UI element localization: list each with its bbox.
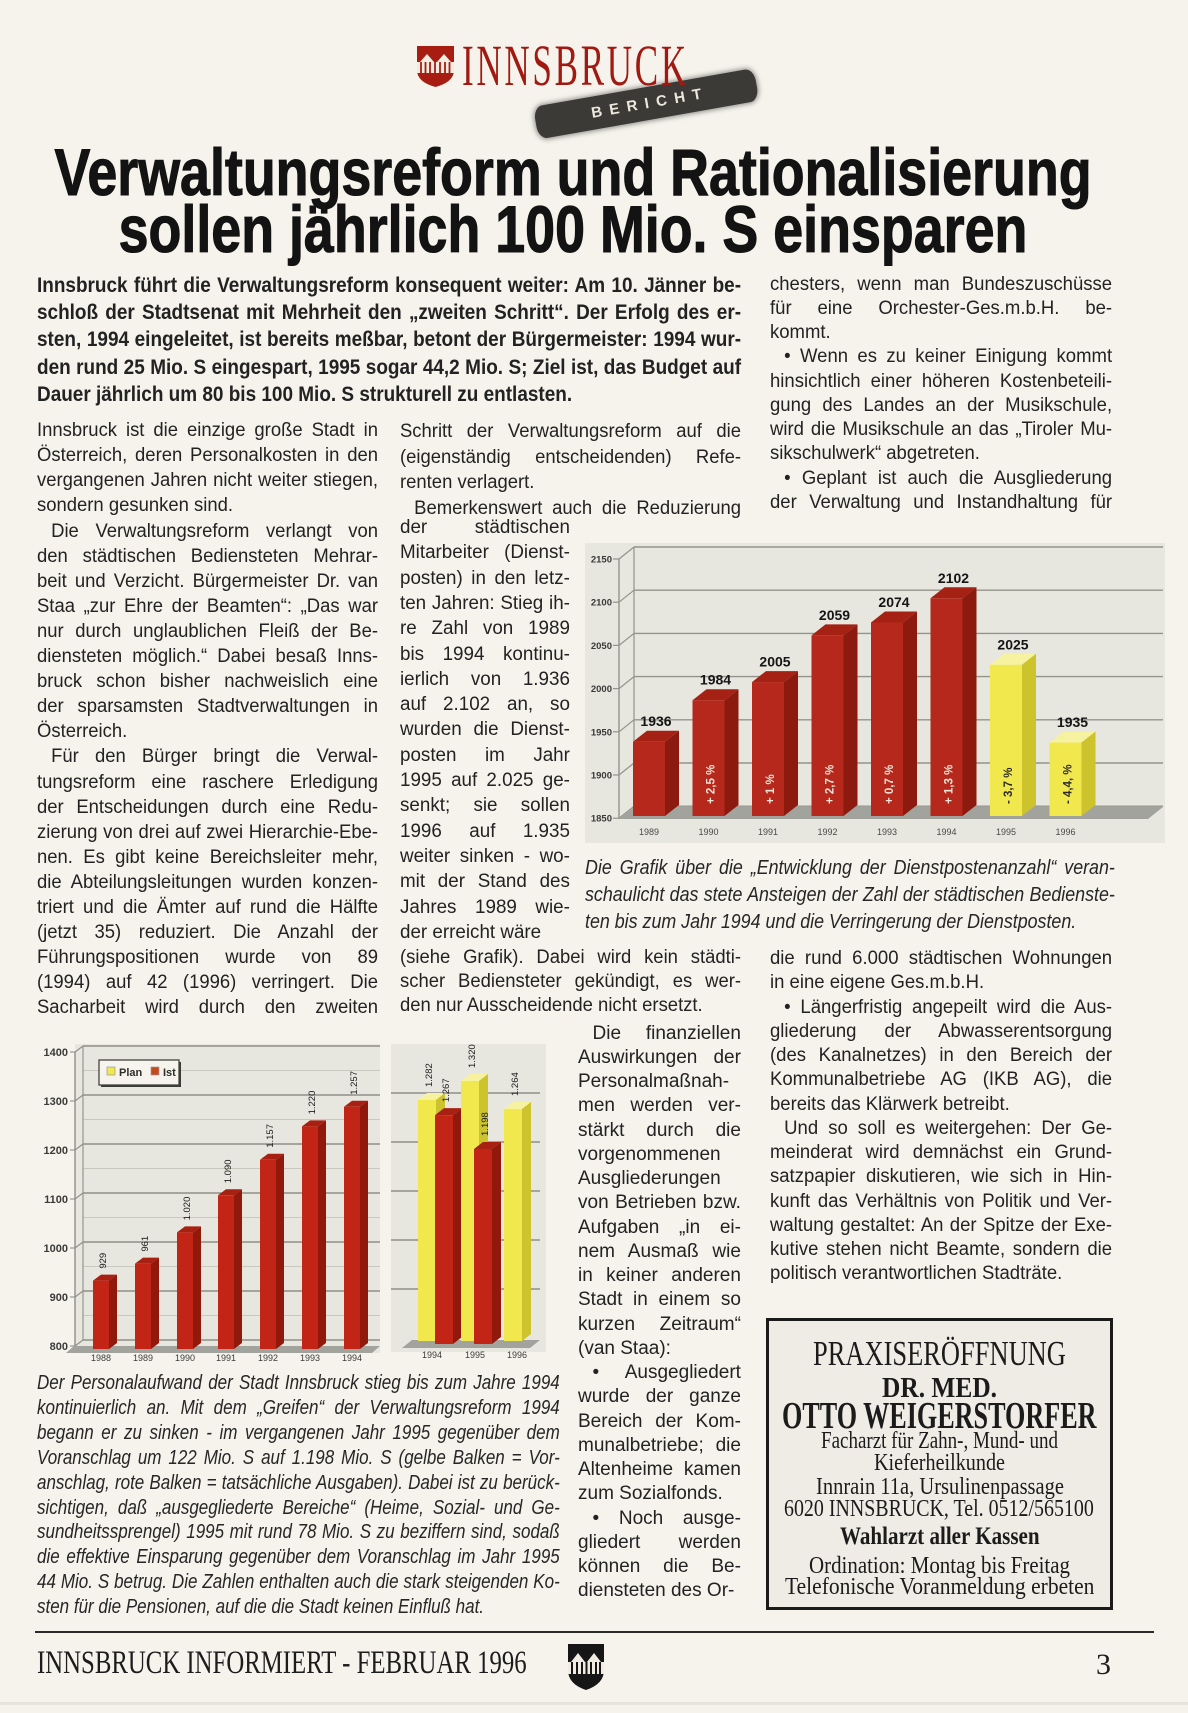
svg-text:1993: 1993 xyxy=(300,1353,320,1363)
svg-text:1994: 1994 xyxy=(936,827,956,837)
svg-text:+ 2,7 %: + 2,7 % xyxy=(825,765,837,804)
svg-text:1995: 1995 xyxy=(996,827,1016,837)
svg-text:1.198: 1.198 xyxy=(480,1112,491,1136)
svg-text:1984: 1984 xyxy=(700,672,731,688)
svg-text:1992: 1992 xyxy=(817,827,837,837)
svg-text:1990: 1990 xyxy=(175,1353,195,1363)
svg-text:1900: 1900 xyxy=(591,771,612,782)
svg-text:+ 1 %: + 1 % xyxy=(765,774,777,804)
svg-text:1991: 1991 xyxy=(758,827,778,837)
svg-text:+ 2,5 %: + 2,5 % xyxy=(706,765,718,804)
svg-text:1995: 1995 xyxy=(465,1350,485,1360)
svg-text:2050: 2050 xyxy=(591,641,612,652)
svg-text:1996: 1996 xyxy=(507,1350,527,1360)
svg-text:1000: 1000 xyxy=(44,1243,68,1255)
svg-text:1991: 1991 xyxy=(216,1353,236,1363)
svg-text:2005: 2005 xyxy=(759,654,790,670)
svg-text:961: 961 xyxy=(140,1236,151,1252)
svg-text:800: 800 xyxy=(50,1341,68,1353)
svg-text:1988: 1988 xyxy=(91,1353,111,1363)
svg-text:1992: 1992 xyxy=(258,1353,278,1363)
svg-text:- 4,4, %: - 4,4, % xyxy=(1063,764,1075,804)
svg-text:1994: 1994 xyxy=(342,1353,362,1363)
svg-text:1994: 1994 xyxy=(422,1350,442,1360)
svg-text:1936: 1936 xyxy=(640,713,671,729)
svg-text:1.090: 1.090 xyxy=(223,1160,234,1184)
svg-text:1950: 1950 xyxy=(591,727,612,738)
svg-text:Ist: Ist xyxy=(163,1067,176,1079)
svg-text:1850: 1850 xyxy=(591,814,612,825)
svg-text:1.264: 1.264 xyxy=(510,1072,521,1096)
svg-text:- 3,7 %: - 3,7 % xyxy=(1003,768,1015,804)
svg-text:1935: 1935 xyxy=(1057,714,1088,730)
svg-text:1.020: 1.020 xyxy=(182,1197,193,1221)
svg-text:1990: 1990 xyxy=(698,827,718,837)
svg-text:1.320: 1.320 xyxy=(467,1044,478,1068)
svg-text:1.267: 1.267 xyxy=(441,1078,452,1102)
svg-text:1.257: 1.257 xyxy=(349,1071,360,1095)
svg-text:1100: 1100 xyxy=(44,1194,68,1206)
svg-text:1.157: 1.157 xyxy=(265,1124,276,1148)
svg-text:1.220: 1.220 xyxy=(307,1091,318,1115)
svg-text:2074: 2074 xyxy=(878,594,909,610)
svg-text:1300: 1300 xyxy=(44,1096,68,1108)
svg-text:900: 900 xyxy=(50,1292,68,1304)
svg-text:2059: 2059 xyxy=(819,607,850,623)
svg-text:1989: 1989 xyxy=(639,827,659,837)
svg-text:1200: 1200 xyxy=(44,1145,68,1157)
svg-text:1400: 1400 xyxy=(44,1047,68,1059)
svg-text:2102: 2102 xyxy=(938,570,969,586)
svg-text:1996: 1996 xyxy=(1055,827,1075,837)
svg-text:2000: 2000 xyxy=(591,684,612,695)
svg-text:2025: 2025 xyxy=(997,636,1028,652)
svg-text:2150: 2150 xyxy=(591,555,612,566)
svg-text:Plan: Plan xyxy=(119,1067,143,1079)
svg-text:2100: 2100 xyxy=(591,598,612,609)
svg-text:1.282: 1.282 xyxy=(424,1063,435,1087)
svg-text:+ 0,7 %: + 0,7 % xyxy=(884,765,896,804)
svg-text:1989: 1989 xyxy=(133,1353,153,1363)
svg-text:+ 1,3 %: + 1,3 % xyxy=(944,765,956,804)
svg-text:1993: 1993 xyxy=(877,827,897,837)
svg-text:929: 929 xyxy=(98,1253,109,1269)
